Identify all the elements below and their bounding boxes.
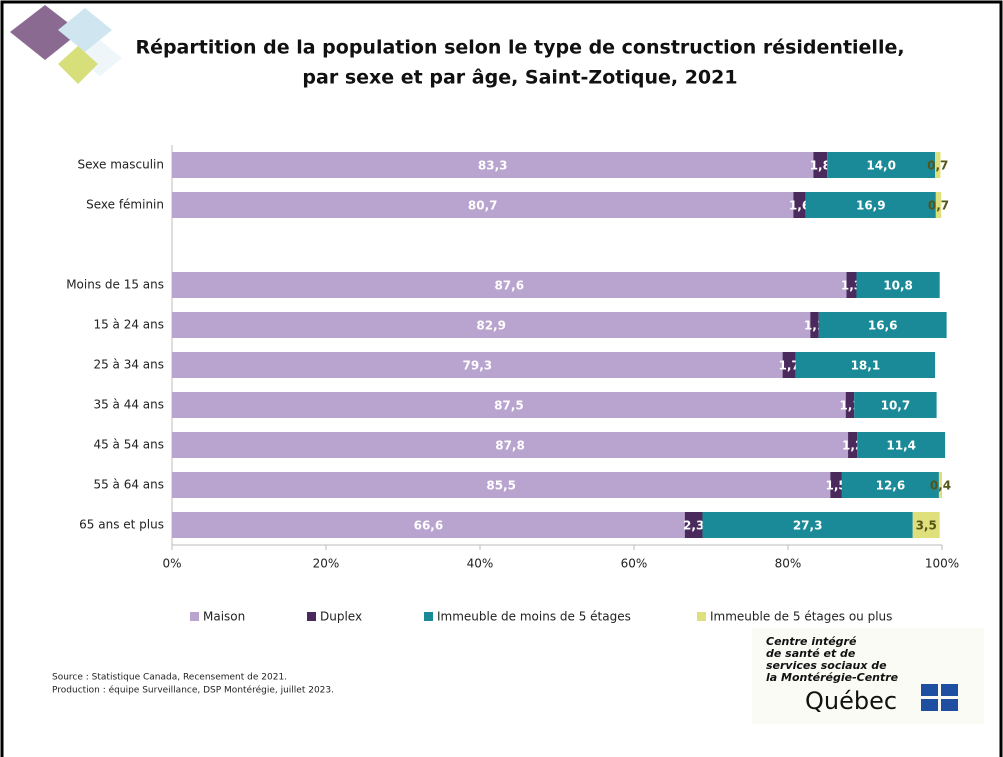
legend-label: Immeuble de moins de 5 étages bbox=[437, 610, 631, 624]
legend-swatch bbox=[190, 612, 199, 621]
source: Production : équipe Surveillance, DSP Mo… bbox=[52, 685, 334, 696]
decor bbox=[58, 46, 98, 84]
bar-segment bbox=[172, 272, 847, 298]
data-label: 1,6 bbox=[789, 199, 810, 213]
decor bbox=[10, 5, 80, 60]
bar-segment bbox=[830, 472, 842, 498]
data-label: 10,8 bbox=[883, 279, 913, 293]
bar-segment bbox=[938, 472, 942, 498]
bar-segment bbox=[813, 152, 828, 178]
x-tick-label: 80% bbox=[775, 557, 802, 571]
bar-segment bbox=[856, 272, 940, 298]
category-label: Moins de 15 ans bbox=[66, 278, 164, 292]
data-label: 12,6 bbox=[876, 479, 906, 493]
bar-segment bbox=[172, 432, 849, 458]
logo-text: la Montérégie-Centre bbox=[766, 671, 899, 684]
category-label: 15 à 24 ans bbox=[93, 318, 164, 332]
chart-title: Répartition de la population selon le ty… bbox=[135, 37, 904, 59]
legend-swatch bbox=[424, 612, 433, 621]
logo-flag bbox=[921, 684, 958, 711]
bar-segment bbox=[845, 392, 855, 418]
data-label: 27,3 bbox=[793, 519, 823, 533]
category-label: Sexe masculin bbox=[78, 158, 165, 172]
category-label: 55 à 64 ans bbox=[93, 478, 164, 492]
bar-segment bbox=[172, 312, 811, 338]
bar-segment bbox=[702, 512, 913, 538]
data-label: 1,5 bbox=[825, 479, 846, 493]
bar-segment bbox=[935, 152, 941, 178]
data-label: 0,7 bbox=[928, 199, 949, 213]
legend-swatch bbox=[307, 612, 316, 621]
data-label: 0,4 bbox=[930, 479, 951, 493]
data-label: 0,7 bbox=[927, 159, 948, 173]
legend-swatch bbox=[697, 612, 706, 621]
bar-segment bbox=[841, 472, 939, 498]
data-label: 79,3 bbox=[463, 359, 493, 373]
x-tick-label: 0% bbox=[162, 557, 181, 571]
bar-segment bbox=[857, 432, 946, 458]
data-label: 16,9 bbox=[856, 199, 886, 213]
data-label: 18,1 bbox=[851, 359, 881, 373]
data-label: 87,6 bbox=[494, 279, 524, 293]
data-label: 83,3 bbox=[478, 159, 508, 173]
data-label: 14,0 bbox=[866, 159, 896, 173]
data-label: 1,8 bbox=[810, 159, 831, 173]
bar-segment bbox=[172, 192, 794, 218]
bar-segment bbox=[795, 352, 936, 378]
bar-segment bbox=[172, 352, 783, 378]
category-label: Sexe féminin bbox=[86, 198, 164, 212]
data-label: 2,3 bbox=[683, 519, 704, 533]
decor bbox=[58, 8, 112, 52]
bar-segment bbox=[854, 392, 937, 418]
category-label: 45 à 54 ans bbox=[93, 438, 164, 452]
bar-segment bbox=[684, 512, 703, 538]
legend-label: Maison bbox=[203, 610, 245, 624]
data-label: 1,7 bbox=[779, 359, 800, 373]
category-label: 35 à 44 ans bbox=[93, 398, 164, 412]
bar-segment bbox=[172, 512, 685, 538]
bar-segment bbox=[172, 392, 846, 418]
data-label: 66,6 bbox=[414, 519, 444, 533]
bar-segment bbox=[810, 312, 819, 338]
source: Source : Statistique Canada, Recensement… bbox=[52, 673, 287, 683]
data-label: 85,5 bbox=[486, 479, 516, 493]
category-label: 65 ans et plus bbox=[79, 518, 164, 532]
bar-segment bbox=[912, 512, 940, 538]
data-label: 80,7 bbox=[468, 199, 498, 213]
bar-segment bbox=[846, 272, 857, 298]
bar-segment bbox=[172, 152, 814, 178]
x-tick-label: 60% bbox=[621, 557, 648, 571]
bar-segment bbox=[827, 152, 936, 178]
legend-label: Duplex bbox=[320, 610, 362, 624]
bar-segment bbox=[848, 432, 858, 458]
data-label: 87,8 bbox=[495, 439, 525, 453]
data-label: 82,9 bbox=[476, 319, 506, 333]
bar-segment bbox=[782, 352, 796, 378]
bar-segment bbox=[172, 472, 831, 498]
bar-segment bbox=[793, 192, 806, 218]
x-tick-label: 40% bbox=[467, 557, 494, 571]
x-tick-label: 20% bbox=[313, 557, 340, 571]
data-label: 11,4 bbox=[886, 439, 916, 453]
data-label: 10,7 bbox=[881, 399, 911, 413]
data-label: 87,5 bbox=[494, 399, 524, 413]
bar-segment bbox=[818, 312, 947, 338]
x-tick-label: 100% bbox=[925, 557, 959, 571]
logo-wordmark: Québec bbox=[805, 687, 897, 715]
category-label: 25 à 34 ans bbox=[93, 358, 164, 372]
chart-title: par sexe et par âge, Saint-Zotique, 2021 bbox=[302, 67, 737, 89]
logo-text: de santé et de bbox=[766, 647, 856, 660]
data-label: 16,6 bbox=[868, 319, 898, 333]
logo-text: Centre intégré bbox=[766, 635, 857, 648]
bar-segment bbox=[935, 192, 942, 218]
legend-label: Immeuble de 5 étages ou plus bbox=[710, 610, 892, 624]
data-label: 3,5 bbox=[916, 519, 937, 533]
bar-segment bbox=[805, 192, 936, 218]
logo-text: services sociaux de bbox=[766, 659, 887, 672]
